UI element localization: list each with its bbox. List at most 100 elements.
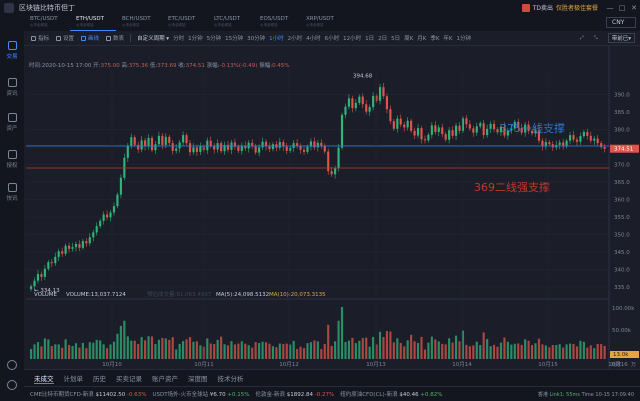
volume-bar (81, 342, 84, 359)
volume-bar (223, 344, 226, 359)
period-button[interactable]: 月K (417, 36, 427, 42)
candle (119, 177, 122, 195)
tab-technical-analysis[interactable]: 技术分析 (217, 375, 244, 383)
candle (385, 96, 389, 110)
settings-button[interactable]: 设置 (56, 34, 74, 42)
maximize-button[interactable]: □ (618, 3, 626, 12)
tab-btc-usdt[interactable]: BTC/USDT 火币全球站 (24, 15, 70, 27)
volume-bar (479, 345, 482, 359)
close-button[interactable]: ✕ (631, 3, 637, 12)
period-button[interactable]: 周K (404, 36, 414, 42)
volume-bar (524, 339, 527, 359)
candle (178, 142, 181, 149)
tab-account-assets[interactable]: 账户资产 (152, 375, 178, 383)
tab-trade-records[interactable]: 买卖记录 (116, 375, 142, 383)
volume-bar (427, 342, 430, 359)
tab-etc-usdt[interactable]: ETC/USDT 火币全球站 (162, 15, 208, 27)
tab-history[interactable]: 历史 (93, 375, 106, 383)
candle (586, 131, 589, 136)
table-button[interactable]: 数表 (106, 34, 124, 42)
chart-background (24, 46, 640, 369)
period-button[interactable]: 5分钟 (206, 36, 222, 42)
candle (43, 268, 46, 277)
volume-value: VOLUME:13,037.7124 (66, 292, 126, 298)
period-list: 分时 1分钟 5分钟 15分钟 30分钟 1小时 2小时 4小时 6小时 12小时 1日 2日 5日 周K… (169, 34, 471, 42)
y-tick-label: 345.0 (614, 250, 630, 256)
period-button[interactable]: 1分钟 (188, 36, 203, 42)
period-button[interactable]: 4小时 (306, 36, 321, 42)
tab-xrp-usdt[interactable]: XRP/USDT 火币全球站 (300, 15, 346, 27)
candle (323, 145, 326, 152)
volume-estimate: 预估成交量:81,063.4997 (147, 290, 212, 298)
adjust-select[interactable]: 带前已▾ (607, 33, 635, 43)
volume-bar (244, 343, 247, 359)
candle (157, 135, 160, 145)
currency-select[interactable]: CNY (606, 17, 636, 28)
collapse-icon[interactable]: ⤡ (593, 34, 598, 41)
period-button[interactable]: 1日 (365, 36, 375, 42)
sidebar: 交易 资讯 资产 授权 快讯 (0, 15, 24, 401)
tab-eth-usdt[interactable]: ETH/USDT 火币全球站 (70, 15, 116, 31)
volume-bar (544, 345, 547, 359)
ticker-item[interactable]: 纽约原油CFD(CL)-新浪 $40.46 +0.82% (340, 390, 442, 398)
volume-bar (520, 344, 523, 359)
volume-bar (420, 336, 423, 359)
volume-bar (240, 341, 243, 359)
period-button[interactable]: 12小时 (343, 36, 362, 42)
y-tick-label: 355.0 (614, 215, 630, 221)
help-icon[interactable] (7, 360, 17, 370)
volume-bar (454, 335, 458, 359)
sidebar-item-news[interactable]: 资讯 (0, 78, 24, 97)
candle (278, 142, 281, 148)
tab-bch-usdt[interactable]: BCH/USDT 火币全球站 (116, 15, 162, 27)
candle (237, 146, 240, 151)
candle (137, 144, 140, 150)
minimize-button[interactable]: — (606, 3, 614, 12)
tab-ltc-usdt[interactable]: LTC/USDT 火币全球站 (208, 15, 254, 27)
period-button[interactable]: 年K (443, 36, 453, 42)
period-button[interactable]: 1小时 (269, 36, 284, 42)
ticker-item[interactable]: CME比特币期货CFD-新浪 $11402.50 -0.63% (30, 390, 147, 398)
info-high: 375.36 (128, 63, 149, 69)
candle (102, 214, 105, 221)
expand-icon[interactable]: ⤢ (579, 34, 584, 41)
tab-plan-orders[interactable]: 计划单 (63, 375, 84, 383)
sidebar-item-flash[interactable]: 快讯 (0, 183, 24, 202)
tab-eos-usdt[interactable]: EOS/USDT 火币全球站 (254, 15, 300, 27)
settings-icon[interactable] (7, 380, 17, 390)
period-button[interactable]: 季K (430, 36, 440, 42)
candle (479, 123, 482, 127)
period-button[interactable]: 5日 (391, 36, 401, 42)
candle (562, 142, 565, 147)
price-chart[interactable]: 390.0385.0380.0375.0370.0365.0360.0355.0… (24, 46, 640, 369)
period-dropdown[interactable]: 自定义周期 ▾ (137, 36, 170, 42)
td-icon (521, 3, 530, 12)
period-button[interactable]: 2小时 (287, 36, 303, 42)
period-button[interactable]: 6小时 (324, 36, 340, 42)
draw-button[interactable]: 画线 (81, 34, 99, 42)
sidebar-item-auth[interactable]: 授权 (0, 150, 24, 169)
sidebar-item-assets[interactable]: 资产 (0, 113, 24, 132)
period-button[interactable]: 1分钟 (456, 36, 472, 42)
volume-bar (378, 331, 382, 359)
ticker-value: ¥6.70 (209, 392, 226, 398)
candle (406, 120, 409, 128)
td-sell-badge[interactable]: TD卖出 仅胜者极佳套餐 (521, 3, 598, 12)
candle (313, 141, 316, 148)
x-tick-label: 10月11 (194, 361, 214, 368)
period-button[interactable]: 2日 (378, 36, 388, 42)
period-button[interactable]: 30分钟 (247, 36, 266, 42)
candle (168, 136, 171, 144)
y-tick-label: 380.0 (614, 128, 630, 134)
ticker-item[interactable]: USDT场外-火币全球站 ¥6.70 +0.15% (153, 390, 250, 398)
candle (50, 262, 53, 264)
tab-depth-chart[interactable]: 深度图 (188, 375, 208, 383)
indicator-button[interactable]: 指标 (31, 34, 49, 42)
sidebar-item-trade[interactable]: 交易 (0, 41, 24, 60)
tab-open-orders[interactable]: 未成交 (34, 374, 54, 384)
tab-symbol: ETH/USDT (76, 16, 104, 22)
ticker-item[interactable]: 伦敦金-新浪 $1892.84 -0.27% (255, 390, 334, 398)
period-button[interactable]: 15分钟 (225, 36, 244, 42)
candle (465, 118, 468, 125)
period-button[interactable]: 分时 (173, 36, 185, 42)
